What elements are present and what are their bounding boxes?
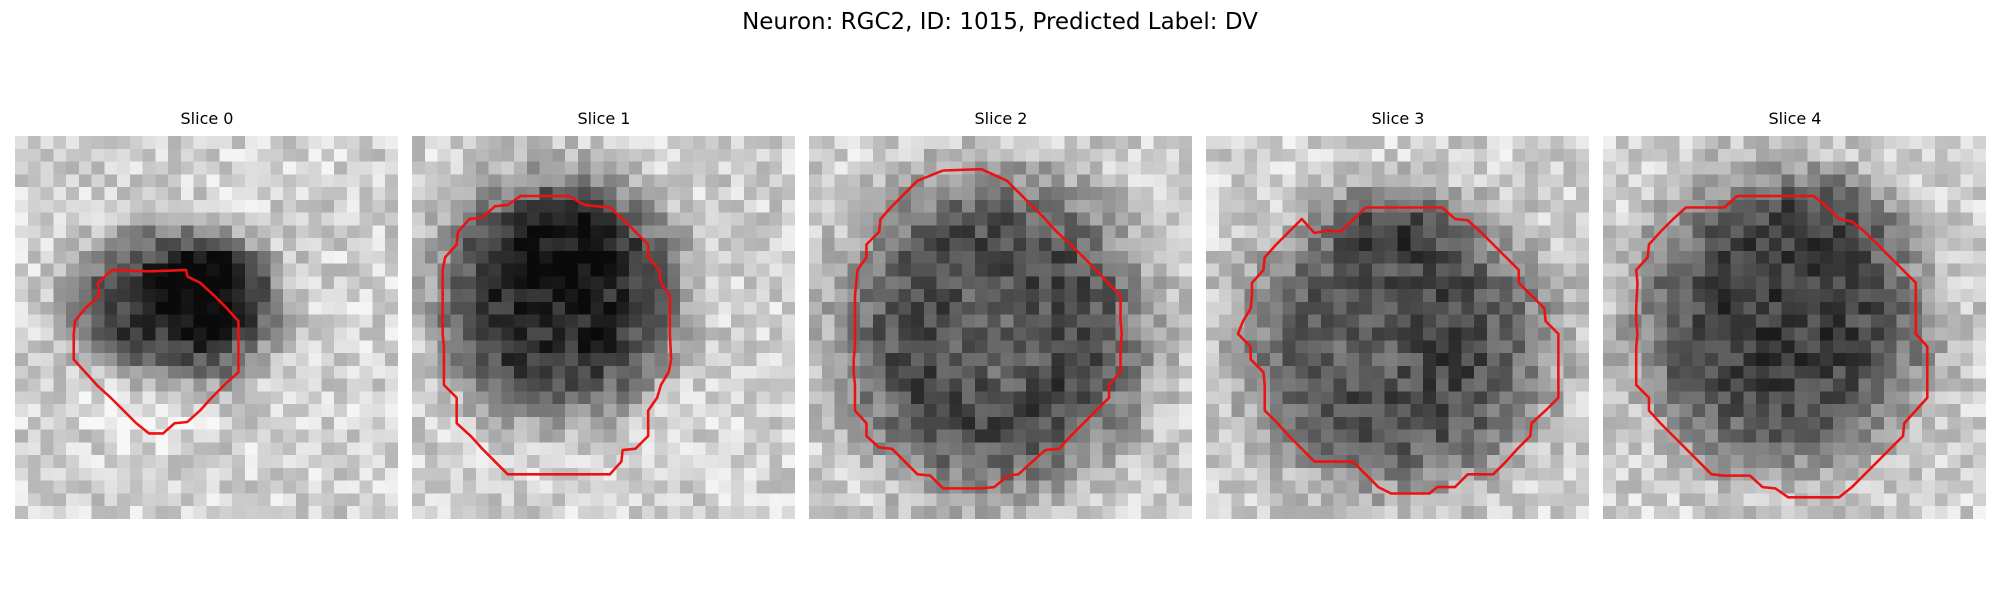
slice-panel-1: Slice 1 <box>412 108 796 519</box>
slice-title: Slice 1 <box>577 109 631 128</box>
slice-title: Slice 2 <box>974 109 1028 128</box>
segmentation-contour <box>441 194 673 476</box>
slice-image-0 <box>15 136 398 519</box>
slice-panel-4: Slice 4 <box>1603 108 1987 519</box>
slice-panel-2: Slice 2 <box>809 108 1193 519</box>
slice-panel-0: Slice 0 <box>15 108 399 519</box>
slice-title: Slice 3 <box>1371 109 1425 128</box>
slice-panel-3: Slice 3 <box>1206 108 1590 519</box>
slice-image-3 <box>1206 136 1589 519</box>
segmentation-contour <box>852 167 1124 490</box>
slice-image-4 <box>1603 136 1986 519</box>
segmentation-contour <box>1236 206 1560 495</box>
slice-title: Slice 0 <box>180 109 234 128</box>
slice-title: Slice 4 <box>1768 109 1822 128</box>
slice-image-1 <box>412 136 795 519</box>
segmentation-contour <box>1634 194 1929 499</box>
figure-title: Neuron: RGC2, ID: 1015, Predicted Label:… <box>742 9 1258 35</box>
segmentation-contour <box>72 268 240 435</box>
slice-image-2 <box>809 136 1192 519</box>
